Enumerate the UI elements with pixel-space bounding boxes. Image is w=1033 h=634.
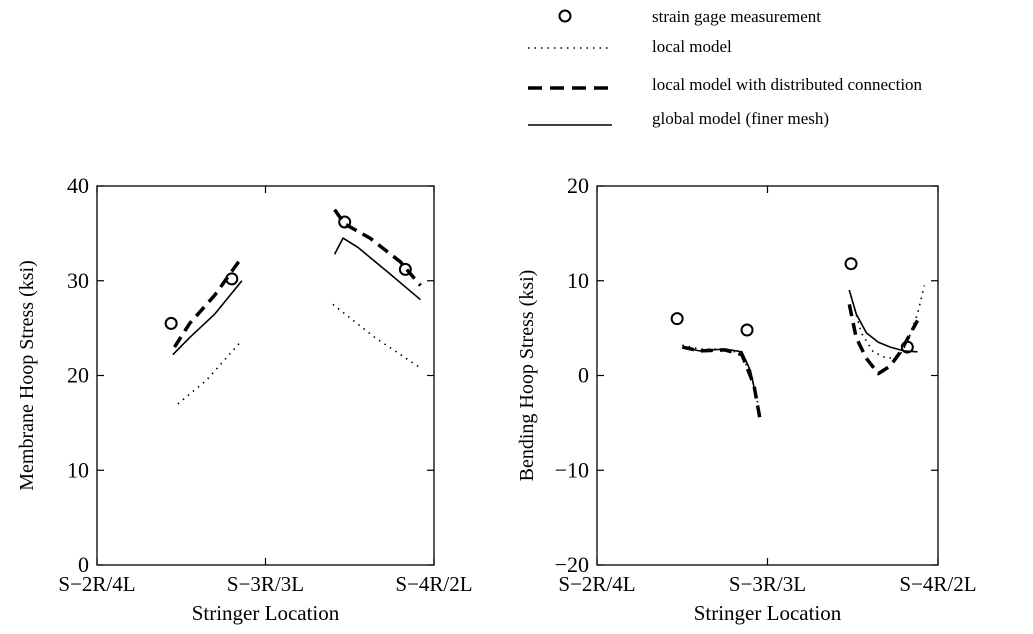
legend-marker-circle <box>558 9 572 23</box>
legend: strain gage measurement local model loca… <box>528 7 923 128</box>
y-tick-label: 20 <box>567 173 589 198</box>
data-point-strain-gage <box>670 312 684 326</box>
data-point-strain-gage <box>338 215 352 229</box>
y-tick-label: −10 <box>555 457 589 482</box>
x-tick-label: S−4R/2L <box>395 572 472 596</box>
data-point-strain-gage <box>398 262 412 276</box>
x-tick-label: S−4R/2L <box>899 572 976 596</box>
series-line-solid <box>172 280 243 356</box>
plot-frame <box>596 185 939 566</box>
y-tick-label: 10 <box>67 457 89 482</box>
y-tick-label: 0 <box>578 363 589 388</box>
x-axis-label: Stringer Location <box>694 601 842 625</box>
series-line-solid <box>333 237 422 301</box>
series-line-dashed <box>847 304 920 376</box>
data-point-strain-gage <box>844 257 858 271</box>
y-tick-label: −20 <box>555 552 589 577</box>
legend-label-2: local model with distributed connection <box>652 75 923 94</box>
series-line-dashed <box>333 208 422 287</box>
series-line-dotted <box>682 344 762 419</box>
y-tick-label: 40 <box>67 173 89 198</box>
series-line-solid <box>848 289 918 353</box>
series-line-solid <box>682 346 757 395</box>
data-point-strain-gage <box>164 316 178 330</box>
legend-label-0: strain gage measurement <box>652 7 821 26</box>
y-axis-label: Membrane Hoop Stress (ksi) <box>16 260 38 491</box>
x-tick-label: S−2R/4L <box>58 572 135 596</box>
series-line-dotted <box>332 303 421 369</box>
y-tick-label: 0 <box>78 552 89 577</box>
x-tick-label: S−3R/3L <box>227 572 304 596</box>
y-tick-label: 10 <box>567 268 589 293</box>
y-tick-label: 30 <box>67 268 89 293</box>
data-point-strain-gage <box>740 323 754 337</box>
series-line-dotted <box>177 341 241 405</box>
series-line-dashed <box>173 256 244 349</box>
y-axis-label: Bending Hoop Stress (ksi) <box>516 270 538 482</box>
plot-frame <box>96 185 435 566</box>
bending-hoop-stress-chart: −20 −10 0 10 20 S−2R/4L S−3R/3L S−4R/2L Stringer… <box>516 173 977 625</box>
x-tick-label: S−2R/4L <box>558 572 635 596</box>
legend-label-1: local model <box>652 37 732 56</box>
legend-label-3: global model (finer mesh) <box>652 109 829 128</box>
x-tick-label: S−3R/3L <box>729 572 806 596</box>
series-line-dashed <box>681 345 763 424</box>
y-tick-label: 20 <box>67 363 89 388</box>
x-axis-label: Stringer Location <box>192 601 340 625</box>
membrane-hoop-stress-chart: 0 10 20 30 40 S−2R/4L S−3R/3L S−4R/2L Stringer L… <box>16 173 473 625</box>
